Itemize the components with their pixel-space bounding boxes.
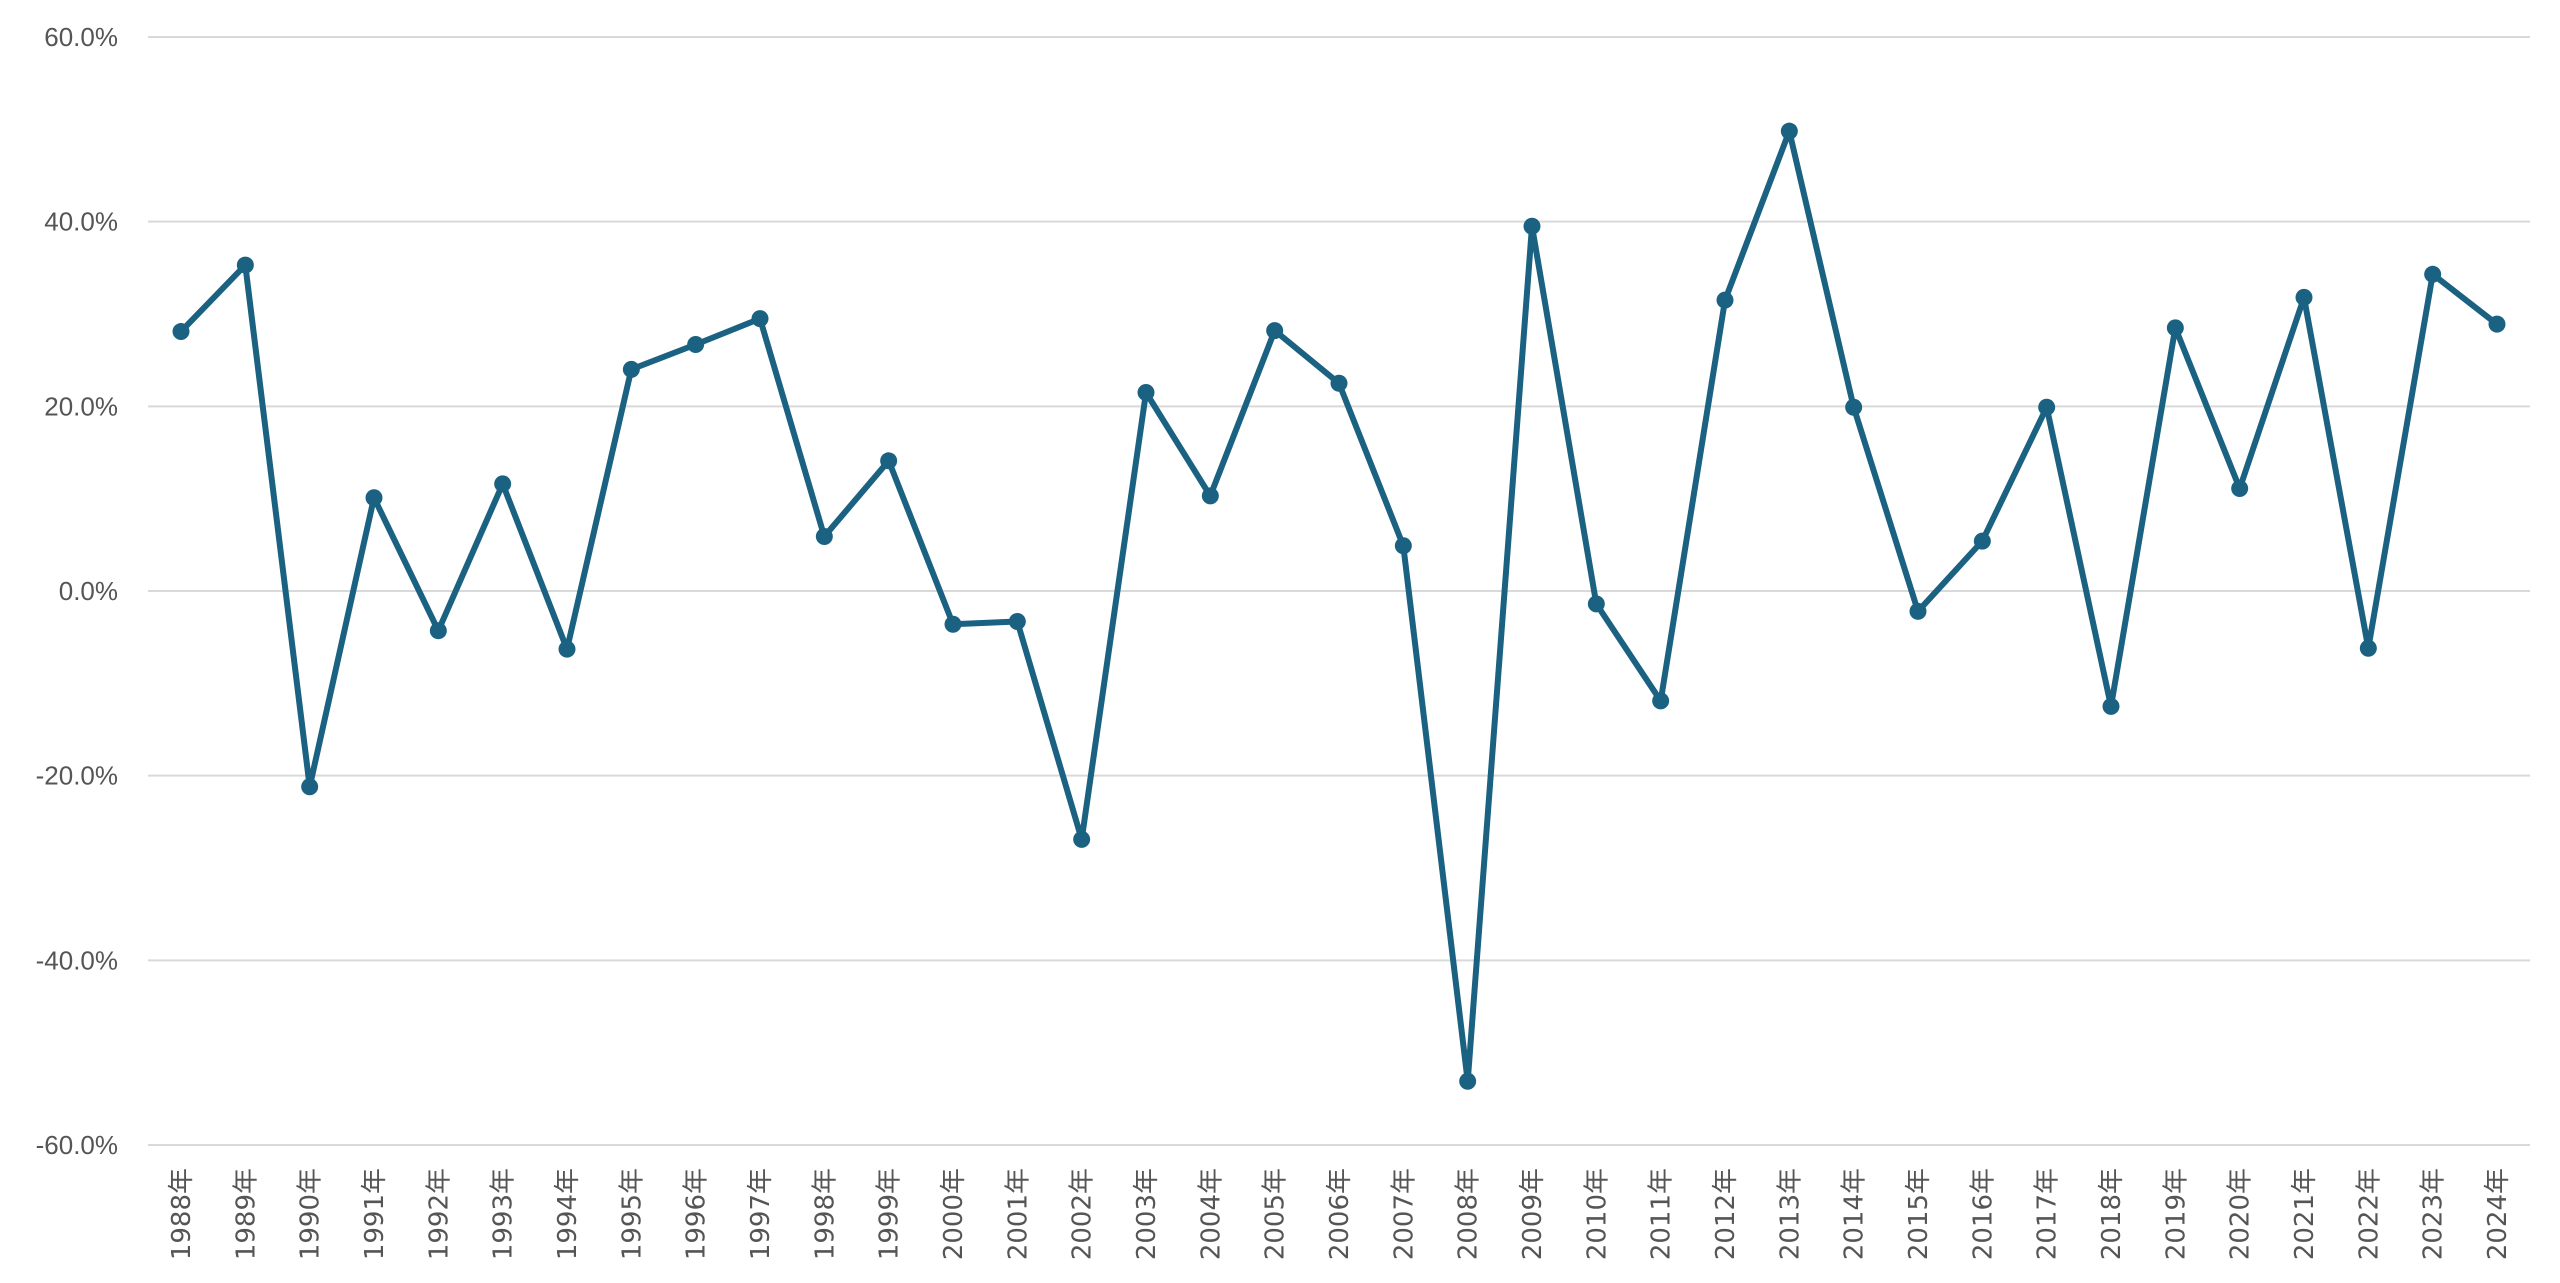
data-point [301,778,319,796]
data-point [558,640,576,658]
series-line [178,128,2500,1085]
x-tick-label: 2008年 [1454,1168,1484,1260]
x-tick-label: 2007年 [1389,1168,1419,1260]
x-tick-label: 2022年 [2354,1168,2384,1260]
x-tick-label: 2004年 [1196,1168,1226,1260]
data-point [2424,265,2442,283]
data-point [1201,487,1219,505]
x-tick-label: 2024年 [2483,1168,2513,1260]
x-tick-label: 1991年 [360,1168,390,1260]
data-point [494,475,512,493]
data-point [751,310,769,328]
data-point [365,489,383,507]
x-tick-label: 2012年 [1711,1168,1741,1260]
x-tick-label: 2020年 [2226,1168,2256,1260]
data-point [1523,217,1541,235]
data-point [2038,398,2056,416]
x-tick-label: 2015年 [1904,1168,1934,1260]
y-tick-label: 40.0% [44,207,118,237]
data-point [2166,319,2184,337]
data-point [1137,383,1155,401]
x-tick-label: 2014年 [1840,1168,1870,1260]
data-point [2231,480,2249,498]
y-axis-ticks: -60.0% -40.0% -20.0% 0.0% 20.0% 40.0% 60.0% [36,22,118,1160]
x-tick-label: 2023年 [2419,1168,2449,1260]
data-point [429,622,447,640]
x-tick-label: 2018年 [2097,1168,2127,1260]
x-tick-label: 2000年 [939,1168,969,1260]
data-point [1845,398,1863,416]
x-tick-label: 1997年 [746,1168,776,1260]
data-point [1459,1072,1477,1090]
data-point [1973,532,1991,550]
data-point [1394,537,1412,555]
data-point [1330,374,1348,392]
x-tick-label: 1989年 [231,1168,261,1260]
gridlines [148,36,2530,1146]
data-point [1652,692,1670,710]
x-tick-label: 2011年 [1647,1168,1677,1260]
data-point [1266,322,1284,340]
x-tick-label: 1994年 [553,1168,583,1260]
x-tick-label: 1990年 [296,1168,326,1260]
data-point [1587,595,1605,613]
data-point [1716,291,1734,309]
x-tick-label: 1992年 [424,1168,454,1260]
x-tick-label: 1996年 [682,1168,712,1260]
y-tick-label: -40.0% [36,945,118,975]
y-tick-label: 0.0% [59,576,118,606]
x-tick-label: 1998年 [810,1168,840,1260]
data-point [2295,288,2313,306]
data-point [1909,602,1927,620]
x-tick-label: 2009年 [1518,1168,1548,1260]
data-point [687,335,705,353]
x-tick-label: 2021年 [2290,1168,2320,1260]
x-tick-label: 2016年 [1968,1168,1998,1260]
x-axis-ticks: 1988年 1989年 1990年 1991年 1992年 1993年 1994年 1995年… [167,1168,2513,1260]
x-tick-label: 1993年 [489,1168,519,1260]
x-tick-label: 2017年 [2033,1168,2063,1260]
data-point [944,615,962,633]
data-point [2359,639,2377,657]
x-tick-label: 2010年 [1582,1168,1612,1260]
x-tick-label: 2013年 [1775,1168,1805,1260]
y-tick-label: -20.0% [36,761,118,791]
x-tick-label: 2003年 [1132,1168,1162,1260]
y-tick-label: -60.0% [36,1130,118,1160]
data-point [1780,122,1798,140]
x-tick-label: 2006年 [1325,1168,1355,1260]
data-point [236,256,254,274]
data-point [2102,697,2120,715]
x-tick-label: 2019年 [2161,1168,2191,1260]
data-point [880,452,898,470]
series [172,122,2506,1090]
x-tick-label: 2001年 [1003,1168,1033,1260]
x-tick-label: 1988年 [167,1168,197,1260]
x-tick-label: 2002年 [1068,1168,1098,1260]
y-tick-label: 20.0% [44,391,118,421]
data-point [2488,315,2506,333]
x-tick-label: 1995年 [617,1168,647,1260]
y-tick-label: 60.0% [44,22,118,52]
data-point [1008,612,1026,630]
data-point [172,323,190,341]
data-point [622,360,640,378]
x-tick-label: 2005年 [1261,1168,1291,1260]
data-point [1073,830,1091,848]
data-point [815,528,833,546]
x-tick-label: 1999年 [875,1168,905,1260]
